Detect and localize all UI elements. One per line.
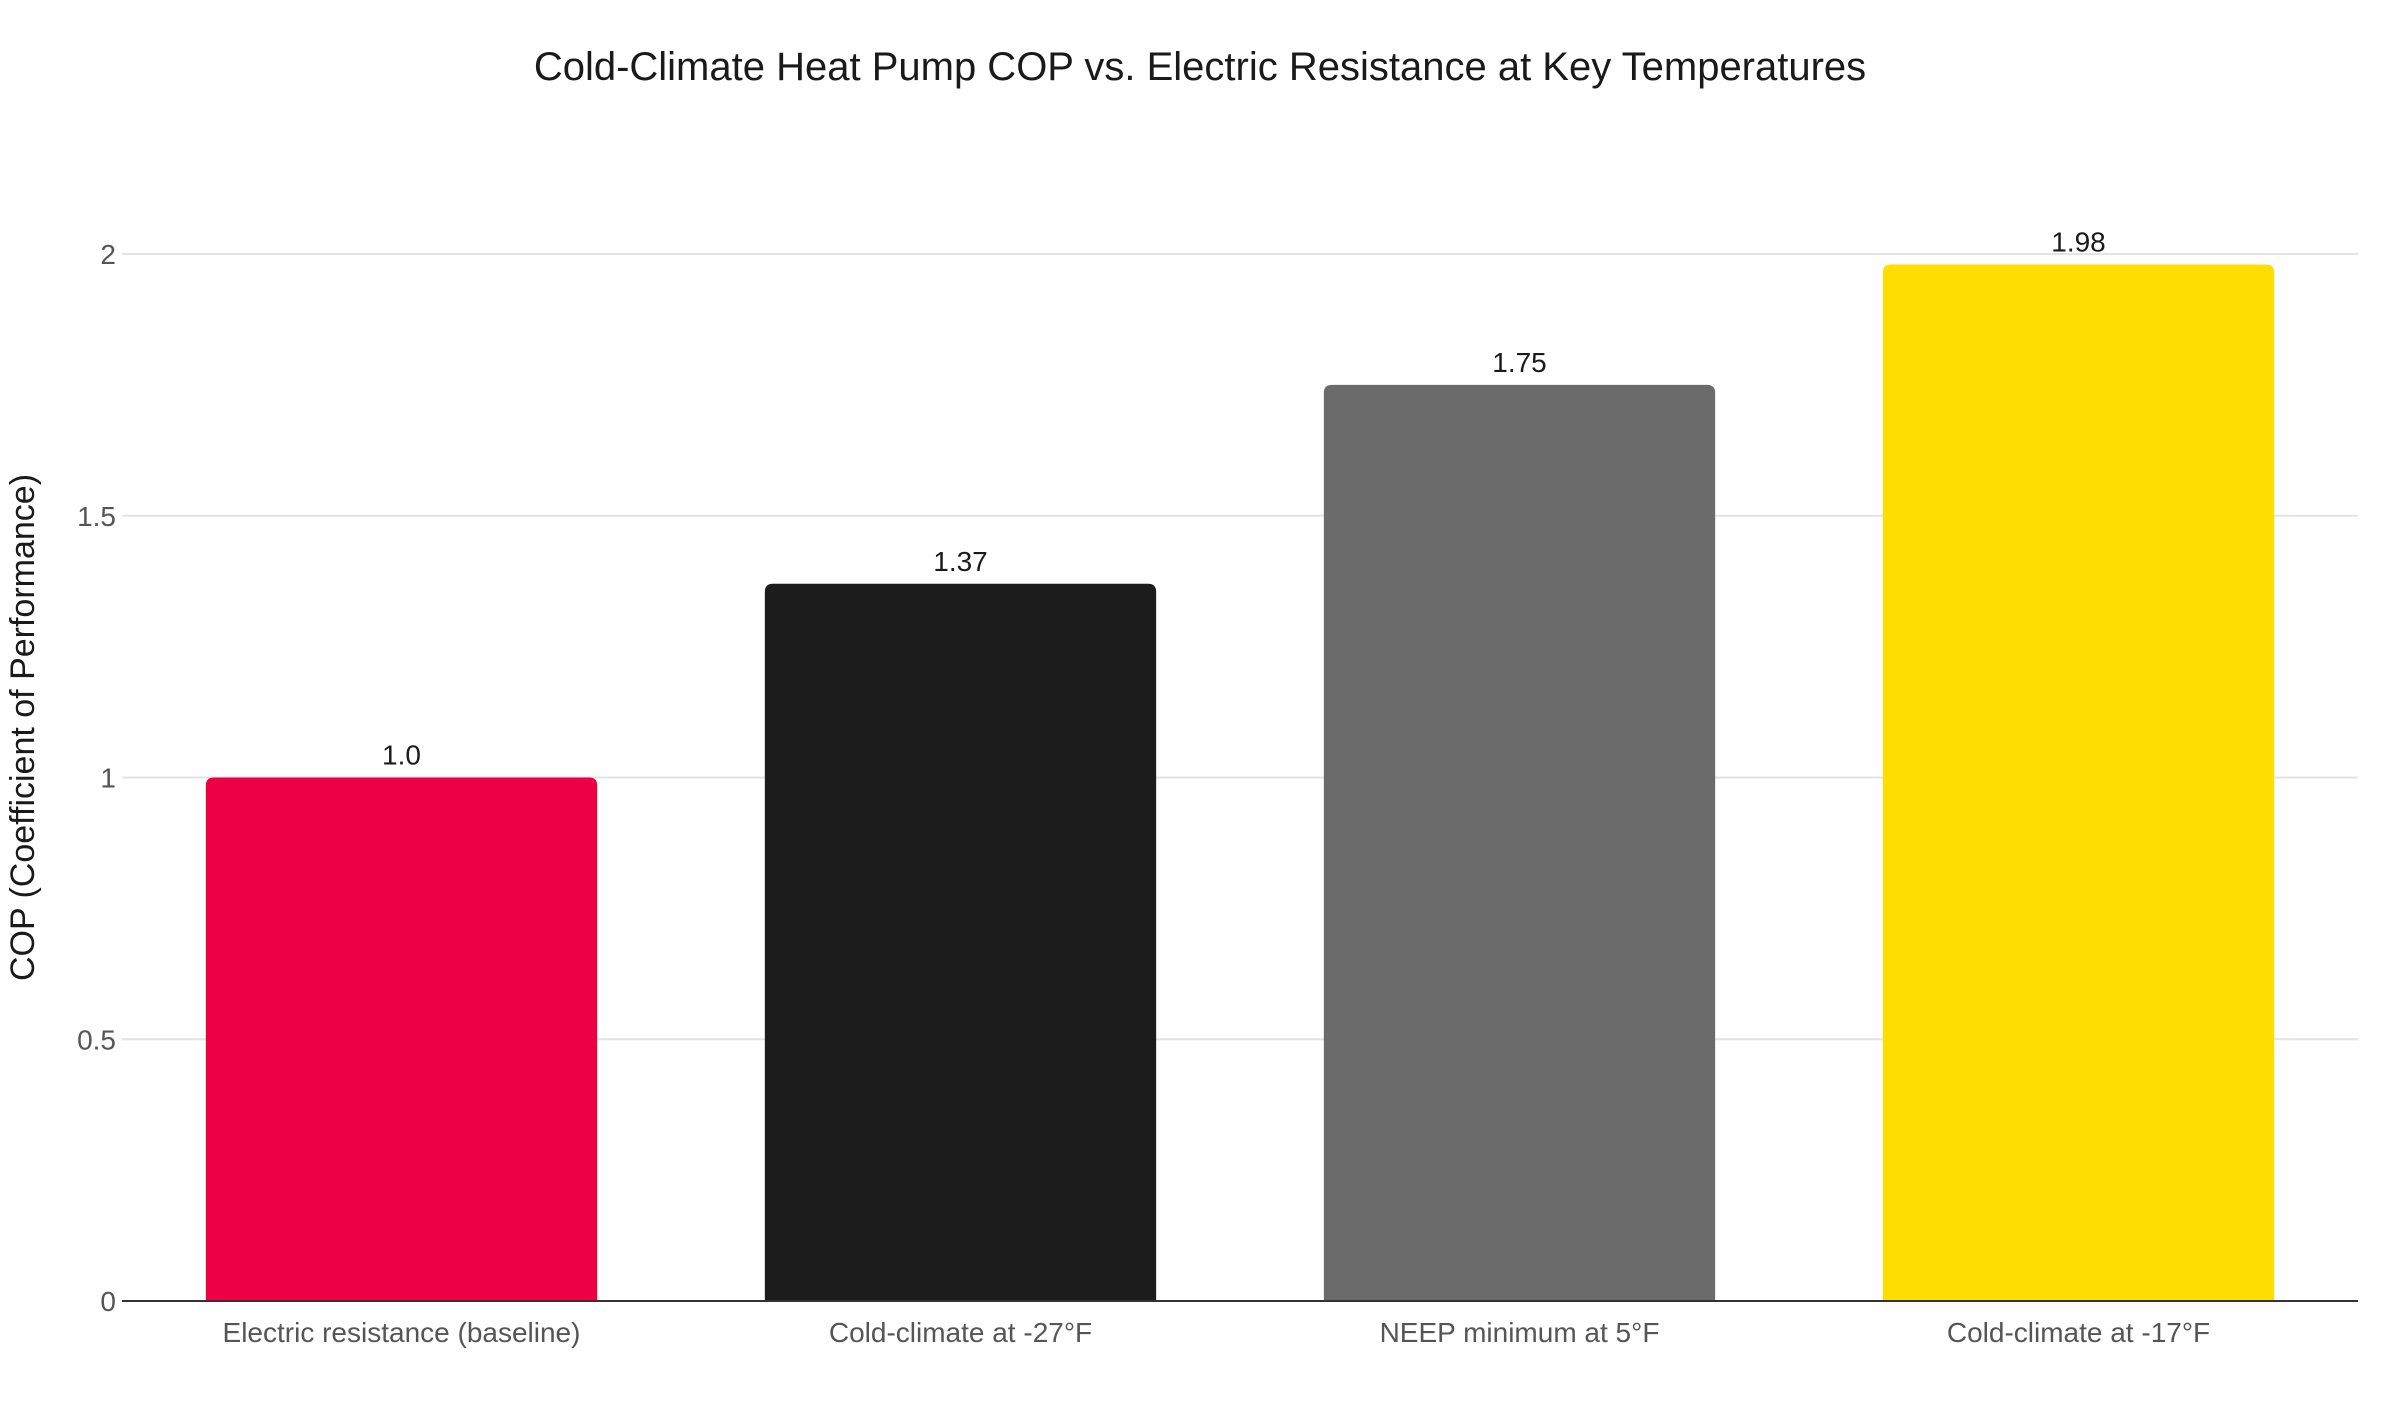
x-tick-label: NEEP minimum at 5°F bbox=[1380, 1317, 1660, 1348]
bar-value-label: 1.75 bbox=[1492, 347, 1547, 378]
chart-title: Cold-Climate Heat Pump COP vs. Electric … bbox=[534, 45, 1866, 89]
y-axis-title: COP (Coefficient of Performance) bbox=[4, 474, 42, 981]
x-tick-label: Cold-climate at -17°F bbox=[1947, 1317, 2210, 1348]
bar-value-label: 1.0 bbox=[382, 740, 421, 771]
bars bbox=[205, 264, 2275, 1302]
bar bbox=[205, 777, 598, 1301]
y-tick-label: 1.5 bbox=[77, 501, 116, 532]
bar-value-label: 1.98 bbox=[2051, 226, 2106, 257]
x-axis-ticks: Electric resistance (baseline) Cold-clima… bbox=[223, 1317, 2211, 1348]
y-axis-ticks: 0 0.5 1 1.5 2 bbox=[77, 239, 116, 1317]
bar-value-label: 1.37 bbox=[933, 546, 988, 577]
data-labels: 1.0 1.37 1.75 1.98 bbox=[382, 226, 2106, 770]
bar bbox=[1323, 384, 1716, 1301]
y-tick-label: 1 bbox=[100, 763, 116, 794]
y-tick-label: 0 bbox=[100, 1286, 116, 1317]
x-tick-label: Cold-climate at -27°F bbox=[829, 1317, 1092, 1348]
y-tick-label: 0.5 bbox=[77, 1024, 116, 1055]
y-tick-label: 2 bbox=[100, 239, 116, 270]
bar bbox=[1882, 264, 2275, 1302]
bar bbox=[764, 583, 1157, 1301]
x-tick-label: Electric resistance (baseline) bbox=[223, 1317, 581, 1348]
